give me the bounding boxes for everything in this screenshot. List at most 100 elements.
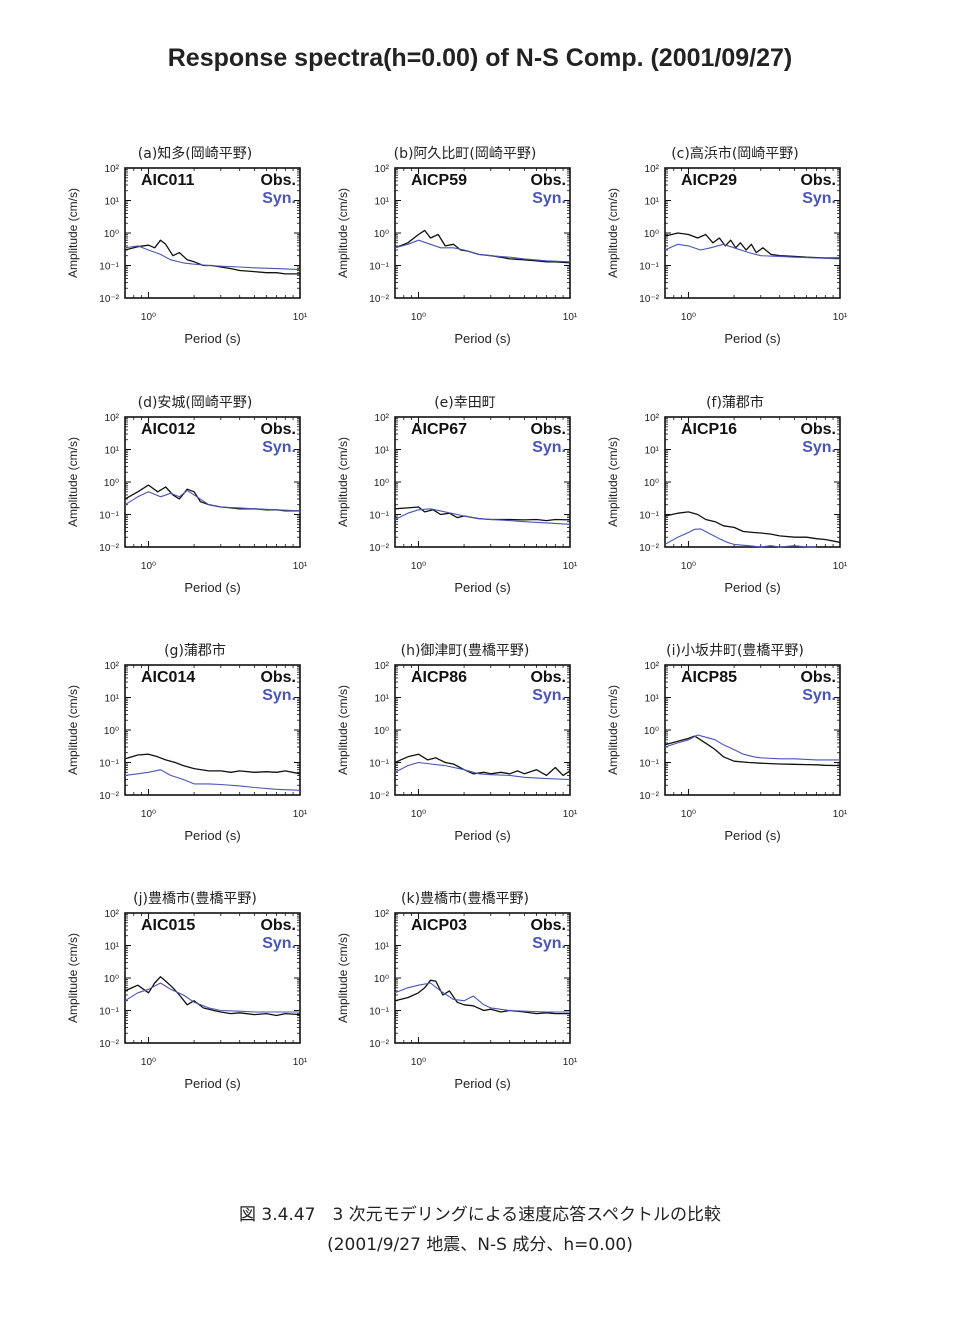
- y-tick-label: 10⁻²: [99, 1039, 119, 1050]
- x-axis-label: Period (s): [724, 580, 780, 595]
- x-tick-label: 10⁰: [411, 1057, 426, 1068]
- legend-syn: Syn.: [262, 190, 296, 207]
- series-syn-line: [124, 769, 301, 791]
- y-tick-label: 10⁰: [374, 229, 389, 240]
- chart-svg: 10² 10¹ 10⁰ 10⁻¹ 10⁻² 10⁰ 10¹ Period (s) Amplitu…: [66, 164, 308, 346]
- series-obs-line: [124, 976, 301, 1017]
- legend-syn: Syn.: [802, 439, 836, 456]
- series-obs-line: [394, 229, 571, 264]
- y-tick-label: 10²: [645, 413, 660, 424]
- chart-svg: 10² 10¹ 10⁰ 10⁻¹ 10⁻² 10⁰ 10¹ Period (s) Amplitu…: [606, 164, 848, 346]
- station-label: AICP85: [681, 669, 737, 686]
- chart-panel: (b)阿久比町(岡崎平野) 10² 10¹ 10⁰ 10⁻¹ 10⁻² 10⁰ 10¹ Peri…: [330, 143, 600, 353]
- series-syn-line: [124, 489, 301, 512]
- legend-syn: Syn.: [262, 687, 296, 704]
- series-obs-line: [394, 979, 570, 1015]
- series-syn-line: [124, 982, 300, 1013]
- legend-syn: Syn.: [262, 439, 296, 456]
- legend-obs: Obs.: [260, 917, 296, 934]
- legend-obs: Obs.: [800, 421, 836, 438]
- x-axis-label: Period (s): [454, 828, 510, 843]
- y-tick-label: 10⁰: [104, 478, 119, 489]
- y-tick-label: 10¹: [105, 197, 120, 208]
- x-tick-label: 10¹: [293, 809, 308, 820]
- y-tick-label: 10⁰: [374, 478, 389, 489]
- x-axis-label: Period (s): [454, 580, 510, 595]
- y-tick-label: 10⁻¹: [369, 262, 389, 273]
- series-obs-line: [124, 484, 300, 512]
- chart-panel: (k)豊橋市(豊橋平野) 10² 10¹ 10⁰ 10⁻¹ 10⁻² 10⁰ 10¹ Perio…: [330, 888, 600, 1098]
- x-axis-label: Period (s): [454, 331, 510, 346]
- panel-title: (c)高浜市(岡崎平野): [671, 146, 799, 162]
- x-axis-label: Period (s): [184, 1076, 240, 1091]
- series-obs-line: [664, 232, 840, 259]
- y-tick-label: 10¹: [375, 694, 390, 705]
- y-tick-label: 10⁻²: [369, 1039, 389, 1050]
- panel-title: (e)幸田町: [434, 395, 496, 411]
- y-tick-label: 10²: [105, 164, 120, 175]
- y-tick-label: 10¹: [645, 197, 660, 208]
- y-tick-label: 10⁻¹: [99, 511, 119, 522]
- chart-panel: (d)安城(岡崎平野) 10² 10¹ 10⁰ 10⁻¹ 10⁻² 10⁰ 10¹ Period…: [60, 392, 330, 602]
- y-tick-label: 10²: [105, 661, 120, 672]
- y-tick-label: 10⁻²: [639, 543, 659, 554]
- chart-svg: 10² 10¹ 10⁰ 10⁻¹ 10⁻² 10⁰ 10¹ Period (s) Amplitu…: [606, 413, 848, 595]
- y-tick-label: 10⁰: [644, 229, 659, 240]
- station-label: AIC011: [141, 172, 194, 189]
- y-tick-label: 10¹: [105, 446, 120, 457]
- y-tick-label: 10⁰: [374, 726, 389, 737]
- series-syn-line: [394, 761, 571, 781]
- station-label: AICP67: [411, 421, 467, 438]
- y-axis-label: Amplitude (cm/s): [66, 933, 80, 1023]
- y-tick-label: 10¹: [105, 942, 120, 953]
- x-axis-label: Period (s): [184, 828, 240, 843]
- y-axis-label: Amplitude (cm/s): [606, 685, 620, 775]
- legend-syn: Syn.: [532, 935, 566, 952]
- x-tick-label: 10⁰: [411, 312, 426, 323]
- legend-obs: Obs.: [800, 669, 836, 686]
- station-label: AICP29: [681, 172, 737, 189]
- legend-syn: Syn.: [262, 935, 296, 952]
- legend-syn: Syn.: [802, 687, 836, 704]
- x-tick-label: 10¹: [293, 1057, 308, 1068]
- x-axis-label: Period (s): [184, 580, 240, 595]
- y-tick-label: 10²: [105, 909, 120, 920]
- x-tick-label: 10⁰: [681, 561, 696, 572]
- y-axis-label: Amplitude (cm/s): [606, 188, 620, 278]
- y-tick-label: 10²: [645, 164, 660, 175]
- y-tick-label: 10⁰: [374, 974, 389, 985]
- x-tick-label: 10⁰: [411, 561, 426, 572]
- panel-title: (i)小坂井町(豊橋平野): [666, 643, 804, 659]
- station-label: AIC014: [141, 669, 195, 686]
- x-tick-label: 10⁰: [681, 312, 696, 323]
- x-tick-label: 10⁰: [411, 809, 426, 820]
- legend-obs: Obs.: [260, 172, 296, 189]
- x-axis-label: Period (s): [454, 1076, 510, 1091]
- y-tick-label: 10¹: [375, 446, 390, 457]
- legend-obs: Obs.: [260, 669, 296, 686]
- series-syn-line: [394, 508, 571, 525]
- x-tick-label: 10¹: [293, 312, 308, 323]
- y-tick-label: 10²: [645, 661, 660, 672]
- y-tick-label: 10²: [375, 413, 390, 424]
- y-tick-label: 10⁻¹: [369, 511, 389, 522]
- chart-panel: (a)知多(岡崎平野) 10² 10¹ 10⁰ 10⁻¹ 10⁻² 10⁰ 10¹ Period…: [60, 143, 330, 353]
- series-syn-line: [664, 734, 840, 761]
- chart-svg: 10² 10¹ 10⁰ 10⁻¹ 10⁻² 10⁰ 10¹ Period (s) Amplitu…: [66, 909, 308, 1091]
- legend-syn: Syn.: [532, 439, 566, 456]
- chart-svg: 10² 10¹ 10⁰ 10⁻¹ 10⁻² 10⁰ 10¹ Period (s) Amplitu…: [66, 661, 308, 843]
- x-tick-label: 10¹: [563, 809, 578, 820]
- y-tick-label: 10⁻¹: [99, 759, 119, 770]
- chart-panel: (c)高浜市(岡崎平野) 10² 10¹ 10⁰ 10⁻¹ 10⁻² 10⁰ 10¹ Perio…: [600, 143, 870, 353]
- y-tick-label: 10²: [375, 909, 390, 920]
- y-tick-label: 10⁻²: [369, 294, 389, 305]
- series-obs-line: [664, 735, 841, 767]
- panel-title: (h)御津町(豊橋平野): [400, 643, 530, 659]
- series-syn-line: [664, 243, 841, 260]
- station-label: AICP86: [411, 669, 467, 686]
- panel-title: (j)豊橋市(豊橋平野): [133, 891, 257, 907]
- y-tick-label: 10⁻²: [99, 543, 119, 554]
- y-tick-label: 10⁰: [104, 974, 119, 985]
- chart-panel: (h)御津町(豊橋平野) 10² 10¹ 10⁰ 10⁻¹ 10⁻² 10⁰ 10¹ Perio…: [330, 640, 600, 850]
